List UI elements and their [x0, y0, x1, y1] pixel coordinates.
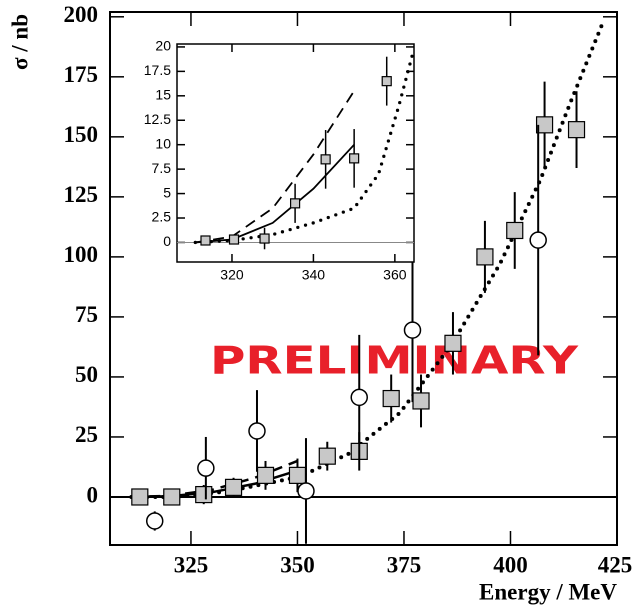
x-tick-label: 425	[598, 552, 633, 577]
circle-marker	[403, 321, 422, 339]
curve-dotted	[193, 50, 415, 245]
y-tick-label: 10	[155, 135, 171, 151]
square-marker	[224, 478, 243, 496]
square-marker	[256, 466, 275, 484]
y-tick-label: 12.5	[144, 111, 171, 127]
y-tick-label: 15	[155, 87, 171, 103]
y-tick-label: 0	[87, 482, 99, 507]
y-tick-label: 17.5	[144, 62, 171, 78]
circle-marker	[248, 422, 266, 440]
x-tick-label: 375	[387, 552, 422, 577]
x-tick-label: 400	[493, 552, 528, 577]
y-tick-label: 20	[155, 38, 171, 54]
y-tick-label: 100	[64, 242, 99, 267]
square-marker	[195, 485, 213, 504]
square-marker	[381, 76, 392, 87]
circle-marker	[350, 388, 368, 407]
square-marker	[259, 233, 270, 244]
square-marker	[382, 389, 400, 408]
circle-marker	[145, 512, 164, 530]
square-marker	[349, 153, 360, 164]
circle-marker	[529, 231, 547, 249]
y-axis-title: σ / nb	[7, 14, 32, 70]
y-tick-label: 125	[64, 182, 99, 207]
square-marker	[567, 121, 586, 139]
square-marker	[289, 198, 301, 209]
y-tick-label: 25	[75, 422, 98, 447]
square-marker	[228, 234, 240, 245]
y-tick-label: 5	[163, 184, 171, 200]
x-tick-label: 360	[383, 267, 407, 283]
square-marker	[535, 116, 554, 134]
circle-marker	[197, 459, 215, 477]
square-marker	[320, 154, 331, 165]
y-tick-label: 150	[64, 122, 99, 147]
y-tick-label: 50	[75, 362, 98, 387]
square-marker	[131, 488, 149, 506]
x-tick-label: 350	[280, 552, 315, 577]
curve-dashed	[195, 90, 355, 244]
x-tick-label: 325	[174, 552, 209, 577]
curve-solid	[195, 144, 355, 244]
y-tick-label: 75	[75, 302, 98, 327]
y-tick-label: 200	[64, 2, 99, 27]
x-tick-label: 320	[220, 267, 244, 283]
square-marker	[163, 488, 181, 506]
x-axis-title: Energy / MeV	[479, 579, 617, 604]
annotation: PRELIMINARY	[210, 339, 579, 383]
square-marker	[200, 235, 211, 246]
y-tick-label: 2.5	[152, 209, 172, 225]
y-tick-label: 7.5	[152, 160, 172, 176]
square-marker	[476, 248, 494, 266]
x-tick-label: 340	[302, 267, 326, 283]
square-marker	[412, 392, 430, 410]
square-marker	[318, 447, 336, 465]
plot-area	[176, 43, 415, 263]
y-tick-label: 175	[64, 62, 99, 87]
square-marker	[288, 466, 307, 484]
square-marker	[444, 334, 462, 352]
inset-chart: 0 2.5 5 7.5 10 12.5 15 17.5 20 320 340 360	[144, 38, 415, 283]
y-tick-label: 0	[163, 233, 171, 249]
circle-marker	[297, 482, 315, 500]
square-marker	[506, 221, 524, 240]
